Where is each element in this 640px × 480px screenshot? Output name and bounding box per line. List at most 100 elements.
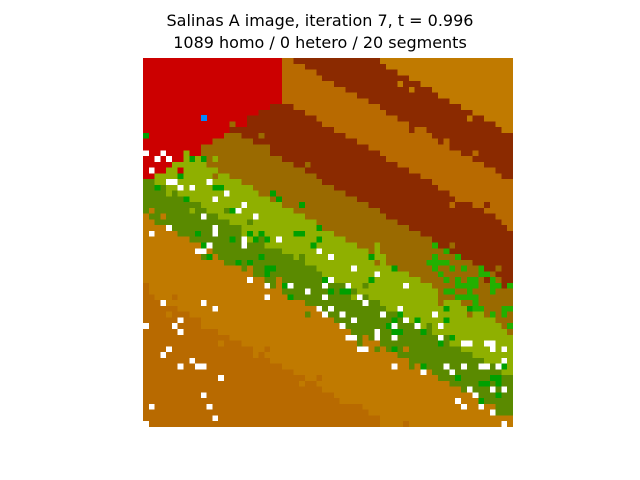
segment-pixel (333, 271, 341, 278)
segment-pixel (339, 259, 346, 267)
segment-pixel (166, 132, 173, 140)
segment-pixel (472, 86, 479, 94)
segment-pixel (460, 213, 468, 221)
segment-pixel (212, 75, 219, 82)
segment-pixel (466, 98, 474, 105)
segment-pixel (304, 277, 312, 284)
segment-pixel (397, 127, 404, 134)
segment-pixel (345, 138, 352, 146)
segment-pixel (397, 259, 404, 267)
segment-pixel (426, 167, 433, 174)
segment-pixel (218, 380, 225, 388)
segment-pixel (356, 69, 364, 76)
segment-pixel (414, 294, 422, 301)
segment-pixel (218, 386, 225, 394)
segment-pixel (385, 156, 393, 163)
segment-pixel (495, 254, 503, 261)
segment-pixel (247, 328, 254, 336)
segment-pixel (148, 380, 156, 388)
segment-pixel (368, 300, 375, 307)
segment-pixel (385, 58, 393, 65)
segment-pixel (449, 156, 456, 163)
segment-pixel (200, 225, 208, 232)
segment-pixel (408, 156, 416, 163)
segment-pixel (287, 196, 294, 203)
segment-pixel (449, 63, 456, 71)
segment-pixel (258, 132, 266, 140)
segment-pixel (472, 225, 479, 232)
segment-pixel (380, 386, 387, 394)
segment-pixel (299, 127, 306, 134)
segment-pixel (339, 138, 346, 146)
segment-pixel (437, 167, 445, 174)
segment-pixel (229, 219, 237, 226)
segment-pixel (241, 259, 248, 267)
segment-pixel (397, 179, 404, 186)
segment-pixel (391, 92, 398, 99)
segment-pixel (489, 121, 497, 128)
segment-pixel (200, 340, 208, 347)
segment-pixel (391, 392, 398, 399)
segment-pixel (478, 340, 485, 347)
segment-pixel (460, 334, 468, 342)
segment-pixel (495, 75, 503, 82)
segment-pixel (484, 184, 491, 192)
segment-pixel (281, 109, 289, 117)
segment-pixel (252, 323, 260, 330)
segment-pixel (299, 138, 306, 146)
segment-pixel (489, 236, 497, 244)
segment-pixel (148, 248, 156, 255)
segment-pixel (478, 132, 485, 140)
segment-pixel (345, 196, 352, 203)
segment-pixel (258, 380, 266, 388)
segment-pixel (287, 421, 294, 427)
segment-pixel (183, 173, 190, 180)
segment-pixel (437, 346, 445, 353)
segment-pixel (478, 346, 485, 353)
segment-pixel (183, 254, 190, 261)
segment-pixel (414, 334, 422, 342)
segment-pixel (339, 352, 346, 359)
segment-pixel (270, 86, 277, 94)
segment-pixel (414, 317, 422, 324)
segment-pixel (322, 357, 329, 365)
segment-pixel (484, 334, 491, 342)
segment-pixel (287, 346, 294, 353)
segment-pixel (345, 363, 352, 370)
segment-pixel (472, 58, 479, 65)
segment-pixel (333, 115, 341, 123)
segment-pixel (484, 328, 491, 336)
segment-pixel (322, 150, 329, 157)
segment-pixel (380, 167, 387, 174)
segment-pixel (252, 156, 260, 163)
segment-pixel (229, 346, 237, 353)
segment-pixel (258, 150, 266, 157)
segment-pixel (380, 81, 387, 88)
segment-pixel (356, 161, 364, 169)
segment-pixel (281, 132, 289, 140)
segment-pixel (408, 230, 416, 238)
segment-pixel (339, 265, 346, 272)
segment-pixel (391, 352, 398, 359)
segment-pixel (408, 109, 416, 117)
segment-pixel (460, 392, 468, 399)
segment-pixel (154, 265, 161, 272)
segment-pixel (356, 236, 364, 244)
segment-pixel (212, 213, 219, 221)
segment-pixel (160, 190, 167, 197)
segment-pixel (258, 369, 266, 376)
segment-pixel (252, 311, 260, 319)
segment-pixel (420, 323, 427, 330)
segment-pixel (449, 421, 456, 427)
segment-pixel (160, 81, 167, 88)
segment-pixel (432, 173, 439, 180)
segment-pixel (351, 421, 358, 427)
segment-pixel (270, 300, 277, 307)
segment-pixel (374, 271, 381, 278)
segment-pixel (270, 288, 277, 295)
segment-pixel (229, 69, 237, 76)
segment-pixel (264, 386, 271, 394)
segment-pixel (270, 207, 277, 215)
segment-pixel (374, 323, 381, 330)
segment-pixel (460, 346, 468, 353)
